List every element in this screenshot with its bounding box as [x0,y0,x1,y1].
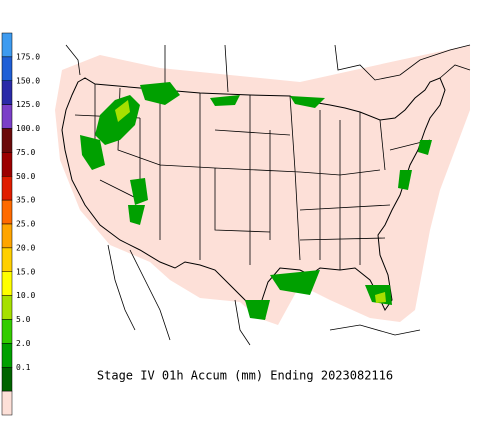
legend-swatch [1,152,13,177]
legend-label: 175.0 [16,52,40,61]
legend-label: 100.0 [16,124,40,133]
legend-swatch [1,295,13,320]
legend: 175.0 150.0 125.0 100.0 75.0 50.0 35.0 25.0 20.0… [1,32,40,416]
legend-label: 15.0 [16,267,35,276]
legend-swatch [1,199,13,225]
legend-swatch [1,176,13,201]
legend-swatch [1,223,13,249]
legend-swatch [1,367,13,392]
legend-label: 5.0 [16,315,31,324]
legend-swatch [1,343,13,368]
legend-swatch [1,80,13,105]
legend-swatch [1,271,13,296]
legend-label: 125.0 [16,100,40,109]
legend-swatch [1,32,13,58]
precip-heavy [115,100,386,303]
legend-label: 0.1 [16,363,31,372]
legend-swatch [1,128,13,153]
legend-swatch [1,319,13,344]
legend-swatch [1,390,13,416]
precip-areas [80,82,432,320]
legend-label: 25.0 [16,220,35,229]
mexico-lines [107,244,421,346]
legend-label: 10.0 [16,291,35,300]
legend-label: 50.0 [16,172,35,181]
legend-swatch [1,56,13,81]
legend-label: 75.0 [16,148,35,157]
legend-swatch [1,247,13,272]
legend-label: 2.0 [16,339,31,348]
legend-label: 20.0 [16,243,35,252]
legend-label: 35.0 [16,196,35,205]
legend-label: 150.0 [16,76,40,85]
map-title: Stage IV 01h Accum (mm) Ending 202308211… [97,369,393,383]
canada-lines [65,44,471,93]
legend-swatch [1,104,13,129]
